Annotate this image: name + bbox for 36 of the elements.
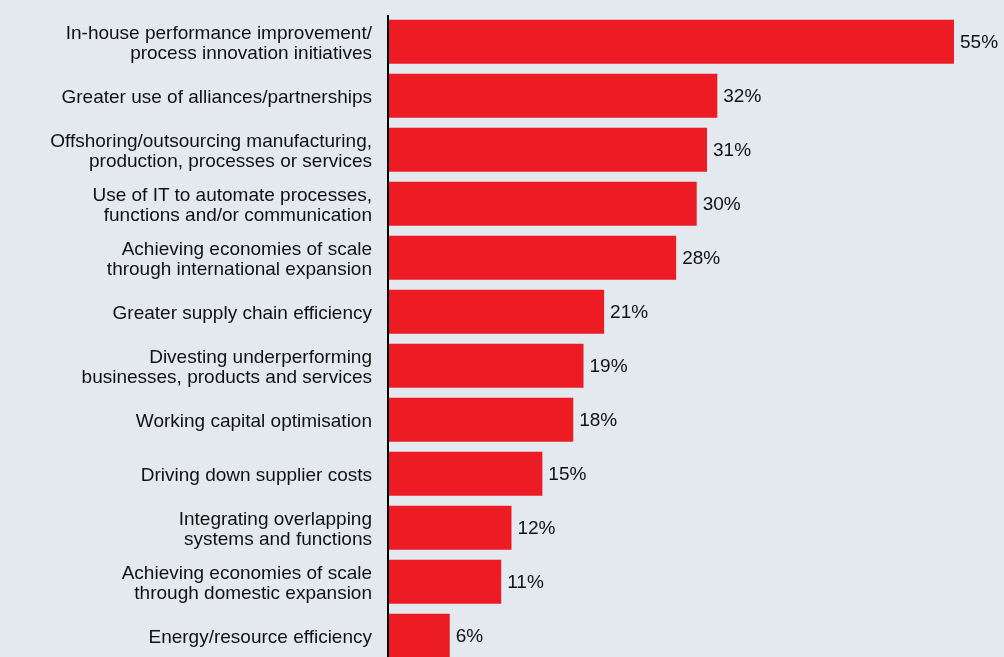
bar [388,73,718,118]
y-tick-label: Use of IT to automate processes, functions and/or communication [92,183,372,225]
y-tick-label: Driving down supplier costs [140,463,372,485]
data-label: 32% [723,85,762,107]
y-tick-label: Greater supply chain efficiency [112,301,373,323]
y-tick-label: In-house performance improvement/ process innovation initiatives [65,21,373,63]
bar [388,235,677,280]
data-label: 12% [517,517,556,539]
bar [388,613,450,657]
data-label: 21% [610,301,649,323]
y-tick-label: Greater use of alliances/partnerships [61,85,372,107]
data-label: 28% [682,247,721,269]
data-label: 30% [702,193,741,215]
bar [388,127,708,172]
bar [388,505,512,550]
y-tick-label: Integrating overlapping systems and functions [178,507,372,549]
y-tick-label: Achieving economies of scale through domestic expansion [121,561,372,603]
y-tick-label: Achieving economies of scale through international expansion [106,237,372,279]
data-label: 11% [507,571,544,593]
bar [388,19,954,64]
bar [388,181,697,226]
data-label: 19% [589,355,628,377]
y-tick-label: Working capital optimisation [135,409,372,431]
y-tick-label: Divesting underperforming businesses, products and services [81,345,372,387]
bar [388,559,502,604]
bar [388,289,605,334]
y-tick-label: Energy/resource efficiency [148,625,373,647]
data-label: 6% [455,625,484,647]
data-label: 55% [960,31,999,53]
data-label: 18% [579,409,618,431]
bar [388,397,574,442]
data-label: 31% [713,139,752,161]
bar [388,343,584,388]
y-tick-label: Offshoring/outsourcing manufacturing, production, processes or services [50,129,372,171]
bar [388,451,543,496]
data-label: 15% [548,463,587,485]
